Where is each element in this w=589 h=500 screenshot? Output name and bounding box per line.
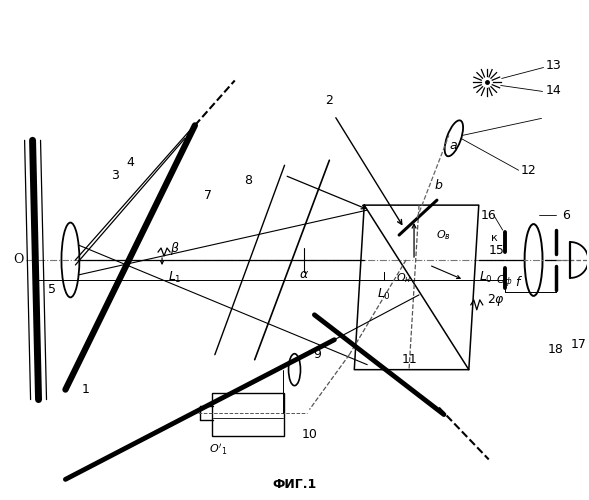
Text: ФИГ.1: ФИГ.1 <box>272 478 317 491</box>
Text: 6: 6 <box>562 208 570 222</box>
Text: 9: 9 <box>313 348 322 361</box>
Text: к: к <box>491 233 498 243</box>
Text: $L_0$: $L_0$ <box>479 270 493 285</box>
FancyBboxPatch shape <box>212 392 283 436</box>
Text: O: O <box>14 254 24 266</box>
Text: $b$: $b$ <box>434 178 444 192</box>
Text: 15: 15 <box>489 244 505 256</box>
Text: $L_0$: $L_0$ <box>377 288 391 302</box>
Text: 10: 10 <box>302 428 317 441</box>
Text: 12: 12 <box>521 164 537 176</box>
Text: 11: 11 <box>401 353 417 366</box>
Text: $a$: $a$ <box>449 139 458 152</box>
Text: 14: 14 <box>545 84 561 97</box>
Text: 7: 7 <box>204 188 212 202</box>
Text: 13: 13 <box>545 59 561 72</box>
Text: $\alpha$: $\alpha$ <box>299 268 309 281</box>
Text: 1: 1 <box>81 383 90 396</box>
Text: 8: 8 <box>244 174 252 186</box>
Text: $O_в$: $O_в$ <box>436 228 451 242</box>
Text: $O'_1$: $O'_1$ <box>209 442 227 457</box>
Text: $O_н$: $O_н$ <box>396 271 412 285</box>
Text: $L_1$: $L_1$ <box>168 270 182 285</box>
Text: 3: 3 <box>111 168 119 181</box>
Text: $O_ф$: $O_ф$ <box>496 274 513 290</box>
Text: 18: 18 <box>548 343 564 356</box>
Text: 16: 16 <box>481 208 497 222</box>
Text: 2: 2 <box>326 94 333 107</box>
Text: 17: 17 <box>570 338 586 351</box>
Text: $2\varphi$: $2\varphi$ <box>487 292 505 308</box>
Text: $f$: $f$ <box>515 275 522 289</box>
Text: $\beta$: $\beta$ <box>170 240 180 256</box>
Text: 5: 5 <box>48 284 57 296</box>
Text: 4: 4 <box>126 156 134 168</box>
